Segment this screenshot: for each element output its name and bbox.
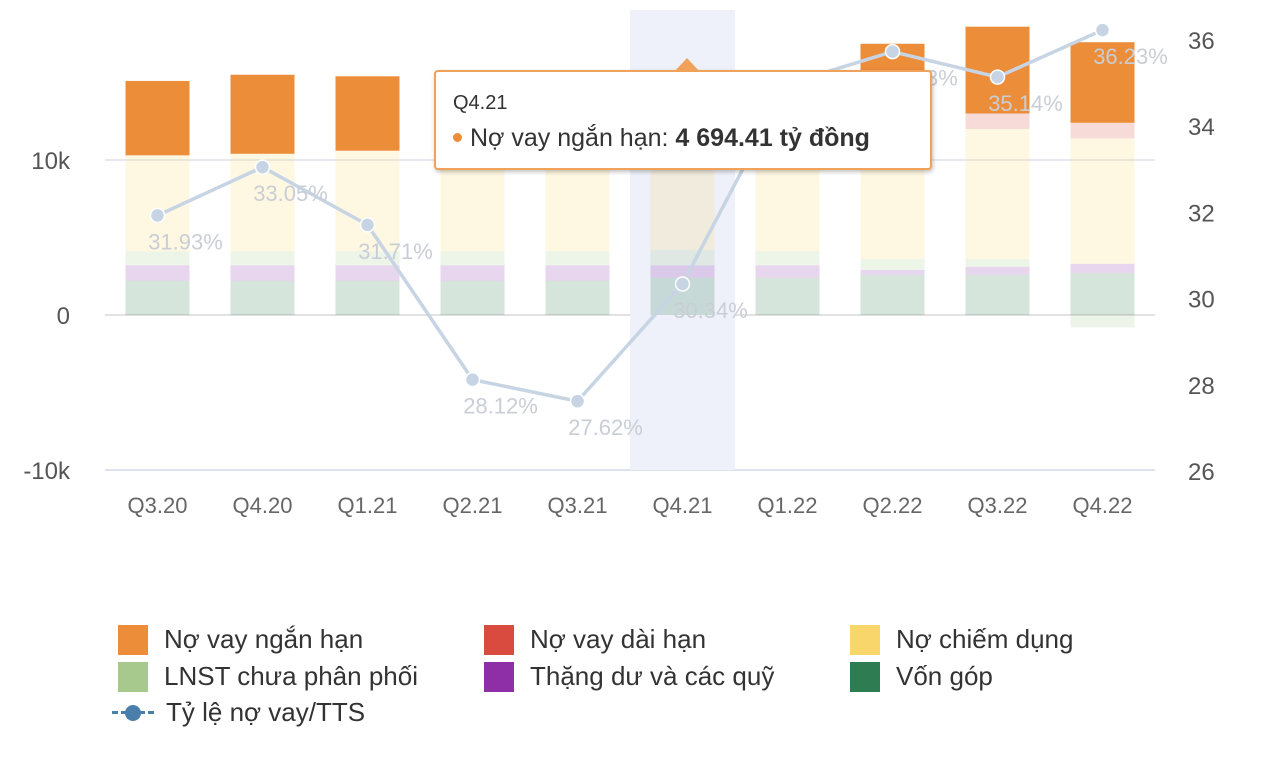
ratio-line-series[interactable]: [149, 22, 1111, 409]
bar-segment[interactable]: [230, 265, 295, 281]
bar-segment[interactable]: [125, 155, 190, 252]
tooltip-arrow: [674, 58, 700, 72]
y-right-tick-label: 34: [1188, 114, 1215, 141]
tooltip-line: Nợ vay ngắn hạn: 4 694.41 tỷ đồng: [453, 124, 870, 153]
bar-segment[interactable]: [125, 251, 190, 266]
x-tick-label: Q1.21: [338, 493, 398, 518]
bar-segment[interactable]: [335, 150, 400, 252]
bar-segment[interactable]: [440, 251, 505, 266]
line-point[interactable]: [1094, 22, 1111, 38]
bar-segment[interactable]: [440, 166, 505, 252]
x-tick-label: Q1.22: [758, 493, 818, 518]
bar-segment[interactable]: [545, 265, 610, 281]
bar-segment[interactable]: [1070, 273, 1135, 315]
tooltip: Q4.21 Nợ vay ngắn hạn: 4 694.41 tỷ đồng: [434, 58, 932, 170]
bar-segment[interactable]: [650, 265, 715, 278]
x-tick-label: Q4.21: [653, 493, 713, 518]
bar-segment[interactable]: [230, 280, 295, 315]
line-data-label: 31.93%: [148, 229, 223, 254]
bar-segment[interactable]: [125, 280, 190, 315]
bar-segment[interactable]: [860, 270, 925, 275]
line-data-label: 27.62%: [568, 415, 643, 440]
y-right-tick-label: 28: [1188, 373, 1215, 400]
line-data-label: 33.05%: [253, 181, 328, 206]
y-left-tick-label: -10k: [23, 458, 71, 485]
bar-segment[interactable]: [860, 259, 925, 271]
bar-segment[interactable]: [650, 249, 715, 266]
bar-series[interactable]: [125, 26, 1135, 328]
axis-ticks: 10k 0 -10k 26 28 30 32 34 36 Q3.20 Q4.20 Q1.21 Q2.21…: [23, 28, 1214, 518]
line-point[interactable]: [674, 276, 691, 292]
tooltip-series-dot-icon: [453, 132, 462, 142]
bar-segment[interactable]: [545, 251, 610, 266]
bar-segment[interactable]: [650, 158, 715, 250]
bar-segment[interactable]: [860, 274, 925, 315]
bar-segment[interactable]: [1070, 122, 1135, 139]
x-tick-label: Q3.20: [128, 493, 188, 518]
tooltip-title: Q4.21: [453, 92, 508, 114]
bar-segment[interactable]: [125, 265, 190, 281]
y-right-tick-label: 26: [1188, 459, 1215, 486]
line-data-label: 31.71%: [358, 239, 433, 264]
bar-segment[interactable]: [755, 265, 820, 278]
bar-segment[interactable]: [965, 259, 1030, 267]
bar-segment[interactable]: [545, 280, 610, 315]
bar-segment[interactable]: [1070, 138, 1135, 264]
bar-segment[interactable]: [965, 266, 1030, 275]
ratio-line: [156, 28, 1104, 404]
x-tick-label: Q3.21: [548, 493, 608, 518]
line-point[interactable]: [359, 217, 376, 233]
y-left-tick-label: 10k: [31, 148, 71, 175]
bar-segment[interactable]: [545, 160, 610, 252]
x-tick-label: Q4.20: [233, 493, 293, 518]
bar-segment[interactable]: [1070, 263, 1135, 274]
x-tick-label: Q2.22: [863, 493, 923, 518]
y-right-tick-label: 32: [1188, 200, 1215, 227]
tooltip-value: 4 694.41 tỷ đồng: [675, 124, 870, 152]
bar-segment[interactable]: [335, 265, 400, 281]
y-left-tick-label: 0: [57, 303, 70, 330]
bar-segment[interactable]: [965, 113, 1030, 130]
line-point[interactable]: [884, 43, 901, 60]
y-right-tick-label: 36: [1188, 28, 1215, 55]
line-data-label: 36.23%: [1093, 44, 1168, 69]
bar-segment[interactable]: [965, 274, 1030, 315]
x-tick-label: Q4.22: [1073, 493, 1133, 518]
x-tick-label: Q2.21: [443, 493, 503, 518]
bar-segment[interactable]: [1070, 42, 1135, 123]
bar-segment[interactable]: [755, 277, 820, 315]
bar-segment[interactable]: [965, 129, 1030, 260]
tooltip-series-label: Nợ vay ngắn hạn:: [470, 124, 669, 152]
line-point[interactable]: [464, 371, 481, 388]
bar-segment[interactable]: [335, 76, 400, 151]
line-data-label: 35.14%: [988, 91, 1063, 116]
bar-segment[interactable]: [125, 80, 190, 156]
bar-segment[interactable]: [230, 251, 295, 266]
bar-segment[interactable]: [230, 74, 295, 154]
bar-segment[interactable]: [755, 251, 820, 266]
x-tick-label: Q3.22: [968, 493, 1028, 518]
line-point[interactable]: [989, 69, 1006, 85]
bar-segment[interactable]: [440, 265, 505, 281]
y-right-tick-label: 30: [1188, 287, 1215, 314]
bar-segment[interactable]: [335, 251, 400, 266]
bar-segment[interactable]: [1070, 315, 1135, 328]
bar-segment[interactable]: [440, 280, 505, 315]
bar-segment[interactable]: [335, 280, 400, 315]
line-point[interactable]: [149, 207, 166, 224]
line-data-label: 30.34%: [673, 298, 748, 323]
line-point[interactable]: [254, 159, 271, 175]
line-data-label: 28.12%: [463, 394, 538, 419]
line-point[interactable]: [569, 393, 586, 409]
